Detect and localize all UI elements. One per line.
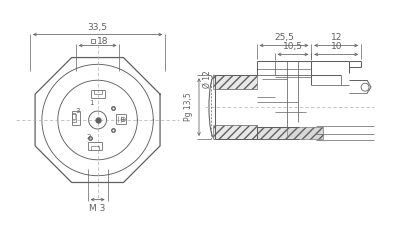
Text: 33,5: 33,5 <box>88 22 108 32</box>
Text: 12: 12 <box>330 33 342 42</box>
Text: 1: 1 <box>89 100 94 106</box>
Bar <box>286 127 323 139</box>
Bar <box>213 125 257 139</box>
Text: 18: 18 <box>96 37 108 46</box>
Text: ⊕: ⊕ <box>119 115 126 124</box>
Bar <box>213 75 257 89</box>
Bar <box>257 127 300 139</box>
Text: ⏚: ⏚ <box>72 113 76 119</box>
Text: Ø 12: Ø 12 <box>202 70 212 88</box>
Text: Pg 13,5: Pg 13,5 <box>184 93 193 122</box>
Text: 25,5: 25,5 <box>274 33 294 42</box>
Bar <box>91 40 94 43</box>
Text: 3: 3 <box>76 108 80 114</box>
Text: M 3: M 3 <box>89 204 106 213</box>
Text: 2: 2 <box>86 134 91 140</box>
Text: 10,5: 10,5 <box>283 42 303 51</box>
Text: 10: 10 <box>330 42 342 51</box>
